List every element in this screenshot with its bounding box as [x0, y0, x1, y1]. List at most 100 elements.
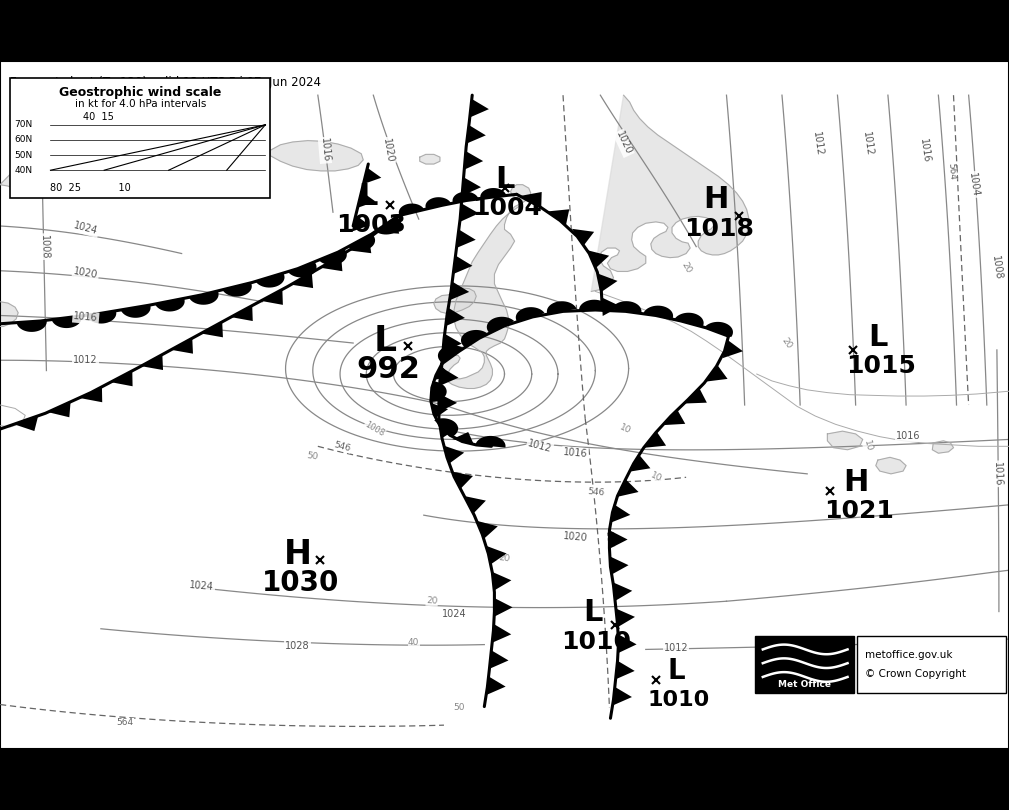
Text: 564: 564 [116, 718, 133, 727]
Text: 1024: 1024 [73, 221, 99, 237]
Polygon shape [684, 388, 707, 403]
Polygon shape [547, 209, 569, 224]
Polygon shape [420, 155, 440, 164]
Polygon shape [644, 305, 673, 319]
Polygon shape [452, 432, 474, 445]
Polygon shape [489, 650, 509, 669]
Polygon shape [492, 572, 512, 590]
Polygon shape [357, 191, 375, 208]
Text: L: L [583, 599, 603, 628]
Polygon shape [486, 676, 506, 695]
Text: 50: 50 [307, 451, 319, 462]
Text: 1016: 1016 [562, 447, 588, 459]
Text: L: L [358, 182, 378, 211]
Text: 1012: 1012 [810, 130, 824, 156]
Polygon shape [434, 365, 451, 380]
Text: 60N: 60N [14, 135, 32, 144]
Polygon shape [480, 188, 507, 198]
Polygon shape [615, 661, 635, 680]
Polygon shape [14, 416, 38, 431]
Polygon shape [155, 298, 185, 312]
Text: H: H [284, 538, 312, 571]
Text: 546: 546 [587, 488, 605, 498]
Text: 1010: 1010 [648, 690, 710, 710]
Polygon shape [494, 598, 513, 616]
Text: 1024: 1024 [189, 580, 215, 592]
Polygon shape [609, 556, 629, 575]
Text: 80  25            10: 80 25 10 [50, 183, 131, 193]
Polygon shape [255, 273, 285, 288]
Polygon shape [399, 203, 424, 215]
Text: 1016: 1016 [39, 159, 49, 183]
Text: L: L [374, 324, 397, 358]
Polygon shape [486, 317, 515, 333]
Polygon shape [932, 441, 954, 454]
Bar [857, 637, 1006, 693]
Polygon shape [618, 480, 639, 497]
Polygon shape [438, 345, 463, 363]
Text: 1008: 1008 [363, 420, 386, 438]
Text: L: L [494, 164, 515, 194]
Text: 20: 20 [426, 596, 438, 606]
Text: 1024: 1024 [442, 608, 466, 619]
Polygon shape [450, 282, 469, 301]
Text: 50N: 50N [14, 151, 32, 160]
Polygon shape [629, 454, 651, 472]
Polygon shape [827, 431, 863, 450]
Polygon shape [319, 249, 347, 265]
Bar [755, 637, 854, 693]
Polygon shape [615, 608, 635, 627]
Bar [10, 78, 270, 198]
Polygon shape [349, 238, 371, 254]
Text: Met Office: Met Office [778, 680, 830, 689]
Polygon shape [201, 322, 223, 337]
Polygon shape [87, 311, 116, 323]
Text: 1012: 1012 [664, 643, 688, 653]
Text: 1028: 1028 [286, 641, 310, 651]
Text: 10: 10 [649, 471, 663, 484]
Polygon shape [613, 582, 633, 601]
Polygon shape [462, 177, 481, 196]
Polygon shape [453, 255, 472, 274]
Text: 1008: 1008 [990, 254, 1004, 280]
Polygon shape [171, 339, 193, 354]
Polygon shape [492, 625, 512, 643]
Polygon shape [439, 394, 457, 412]
Polygon shape [444, 446, 464, 464]
Text: 20: 20 [780, 336, 794, 350]
Text: H: H [703, 185, 730, 215]
Text: metoffice.gov.uk: metoffice.gov.uk [865, 650, 952, 660]
Polygon shape [591, 96, 749, 292]
Text: Forecast chart (T+120) valid 12 UTC Fri 07  Jun 2024: Forecast chart (T+120) valid 12 UTC Fri … [12, 32, 323, 45]
Polygon shape [439, 420, 458, 438]
Polygon shape [439, 368, 458, 386]
Text: 40  15: 40 15 [83, 113, 114, 122]
Text: Forecast chart (T+120) valid 12 UTC Fri 07  Jun 2024: Forecast chart (T+120) valid 12 UTC Fri … [10, 76, 321, 89]
Polygon shape [231, 305, 252, 321]
Text: L: L [667, 658, 685, 685]
Polygon shape [663, 409, 685, 425]
Polygon shape [456, 229, 475, 248]
Polygon shape [291, 273, 313, 288]
Polygon shape [434, 418, 458, 437]
Text: 40N: 40N [14, 166, 32, 175]
Text: 1016: 1016 [319, 138, 331, 163]
Text: 10: 10 [619, 423, 633, 436]
Text: 70N: 70N [14, 120, 32, 130]
Text: 1021: 1021 [823, 499, 894, 523]
Polygon shape [547, 301, 576, 314]
Text: 1020: 1020 [73, 266, 99, 280]
Text: 1016: 1016 [992, 462, 1002, 486]
Polygon shape [601, 297, 621, 316]
Text: H: H [843, 467, 869, 497]
Polygon shape [440, 185, 531, 389]
Text: 1008: 1008 [39, 234, 49, 259]
Polygon shape [111, 371, 132, 386]
Polygon shape [674, 313, 703, 327]
Polygon shape [460, 203, 479, 222]
Text: 1020: 1020 [381, 137, 396, 164]
Polygon shape [190, 291, 219, 305]
Polygon shape [51, 316, 82, 328]
Text: © Crown Copyright: © Crown Copyright [865, 669, 966, 679]
Text: 564: 564 [946, 162, 957, 180]
